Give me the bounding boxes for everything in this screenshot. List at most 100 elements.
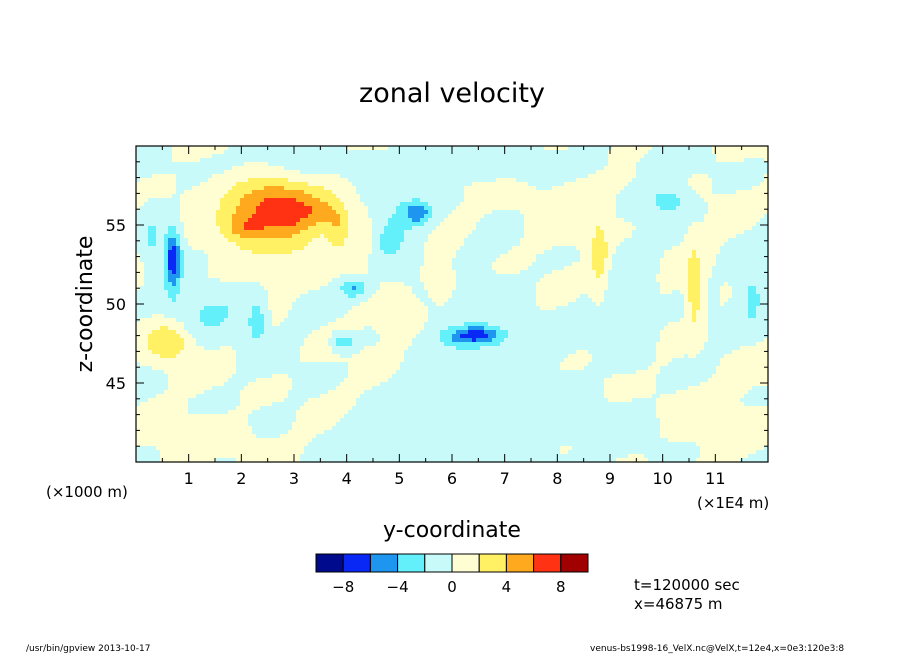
heatmap-cell	[668, 202, 673, 207]
heatmap-cell	[228, 170, 233, 175]
heatmap-cell	[740, 242, 745, 247]
heatmap-cell	[644, 230, 649, 235]
heatmap-cell	[228, 250, 233, 255]
heatmap-cell	[652, 158, 657, 163]
heatmap-cell	[724, 210, 729, 215]
heatmap-cell	[756, 198, 761, 203]
heatmap-cell	[456, 218, 461, 223]
heatmap-cell	[340, 226, 345, 231]
heatmap-cell	[236, 182, 241, 187]
heatmap-cell	[344, 202, 349, 207]
heatmap-cell	[140, 246, 145, 251]
heatmap-cell	[472, 146, 477, 151]
heatmap-cell	[428, 198, 433, 203]
heatmap-cell	[248, 198, 253, 203]
heatmap-cell	[596, 150, 601, 155]
heatmap-cell	[280, 226, 285, 231]
heatmap-cell	[228, 182, 233, 187]
heatmap-cell	[672, 194, 677, 199]
heatmap-cell	[688, 234, 693, 239]
heatmap-cell	[228, 162, 233, 167]
heatmap-cell	[228, 194, 233, 199]
heatmap-cell	[692, 146, 697, 151]
heatmap-cell	[496, 230, 501, 235]
heatmap-cell	[540, 162, 545, 167]
heatmap-cell	[256, 166, 261, 171]
heatmap-cell	[332, 186, 337, 191]
heatmap-cell	[392, 190, 397, 195]
heatmap-cell	[748, 194, 753, 199]
heatmap-cell	[332, 238, 337, 243]
heatmap-cell	[460, 222, 465, 227]
heatmap-cell	[756, 162, 761, 167]
heatmap-cell	[424, 246, 429, 251]
heatmap-cell	[568, 146, 573, 151]
heatmap-cell	[472, 182, 477, 187]
heatmap-cell	[424, 206, 429, 211]
heatmap-cell	[680, 150, 685, 155]
heatmap-cell	[168, 150, 173, 155]
heatmap-cell	[416, 194, 421, 199]
heatmap-cell	[744, 254, 749, 259]
heatmap-cell	[380, 266, 385, 271]
heatmap-cell	[600, 250, 605, 255]
heatmap-cell	[700, 250, 705, 255]
heatmap-cell	[496, 154, 501, 159]
heatmap-cell	[144, 150, 149, 155]
heatmap-cell	[160, 254, 165, 259]
heatmap-cell	[240, 190, 245, 195]
heatmap-cell	[412, 182, 417, 187]
heatmap-cell	[752, 226, 757, 231]
heatmap-cell	[428, 158, 433, 163]
heatmap-cell	[296, 194, 301, 199]
heatmap-cell	[652, 218, 657, 223]
heatmap-cell	[684, 150, 689, 155]
heatmap-cell	[316, 226, 321, 231]
heatmap-cell	[260, 186, 265, 191]
heatmap-cell	[180, 270, 185, 275]
heatmap-cell	[144, 250, 149, 255]
heatmap-cell	[624, 206, 629, 211]
heatmap-cell	[516, 210, 521, 215]
heatmap-cell	[544, 222, 549, 227]
heatmap-cell	[636, 170, 641, 175]
heatmap-cell	[304, 214, 309, 219]
heatmap-cell	[592, 202, 597, 207]
heatmap-cell	[720, 182, 725, 187]
heatmap-cell	[508, 206, 513, 211]
heatmap-cell	[480, 194, 485, 199]
heatmap-cell	[432, 270, 437, 275]
heatmap-cell	[696, 182, 701, 187]
heatmap-cell	[392, 222, 397, 227]
heatmap-cell	[752, 222, 757, 227]
heatmap-cell	[220, 214, 225, 219]
heatmap-cell	[364, 222, 369, 227]
heatmap-cell	[756, 222, 761, 227]
heatmap-cell	[752, 202, 757, 207]
heatmap-cell	[248, 154, 253, 159]
heatmap-cell	[592, 190, 597, 195]
heatmap-cell	[564, 258, 569, 263]
heatmap-cell	[620, 210, 625, 215]
heatmap-cell	[172, 210, 177, 215]
heatmap-cell	[456, 226, 461, 231]
heatmap-cell	[560, 218, 565, 223]
heatmap-cell	[144, 238, 149, 243]
heatmap-cell	[600, 170, 605, 175]
heatmap-cell	[740, 154, 745, 159]
heatmap-cell	[164, 262, 169, 267]
heatmap-cell	[344, 230, 349, 235]
heatmap-cell	[448, 258, 453, 263]
heatmap-cell	[556, 178, 561, 183]
heatmap-cell	[496, 242, 501, 247]
heatmap-cell	[756, 182, 761, 187]
heatmap-cell	[648, 246, 653, 251]
heatmap-cell	[436, 258, 441, 263]
heatmap-cell	[736, 250, 741, 255]
heatmap-cell	[692, 226, 697, 231]
heatmap-cell	[728, 242, 733, 247]
heatmap-cell	[616, 190, 621, 195]
heatmap-cell	[624, 262, 629, 267]
heatmap-cell	[420, 262, 425, 267]
heatmap-cell	[328, 166, 333, 171]
